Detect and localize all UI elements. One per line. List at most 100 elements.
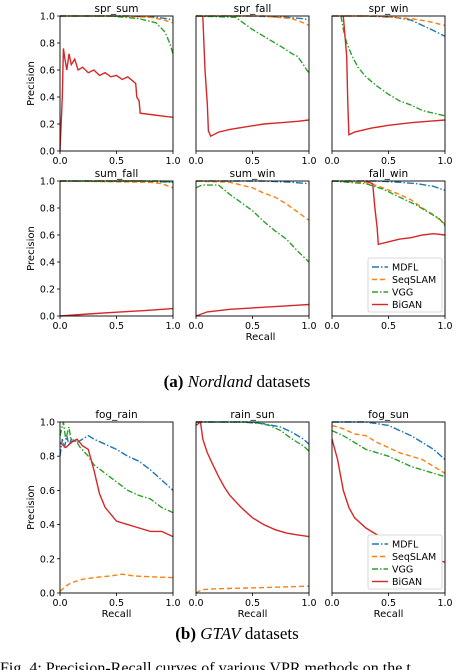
y-tick-label: 0.2 <box>40 285 55 296</box>
x-tick-label: 1.0 <box>165 321 180 332</box>
y-tick-label: 0.0 <box>40 312 55 323</box>
legend-label-vgg: VGG <box>392 565 413 576</box>
x-tick-label: 0.0 <box>52 321 67 332</box>
y-axis-label: Precision <box>26 226 37 271</box>
y-tick-label: 0.0 <box>40 589 55 600</box>
y-tick-label: 0.4 <box>40 520 55 531</box>
series-mdfl-rain_sun <box>196 421 310 445</box>
series-mdfl-sum_win <box>196 180 310 185</box>
x-tick-label: 0.5 <box>245 598 260 609</box>
x-tick-label: 0.0 <box>324 321 339 332</box>
x-tick-label: 0.5 <box>245 321 260 332</box>
legend-label-mdfl: MDFL <box>392 540 419 551</box>
x-tick-label: 0.0 <box>188 321 203 332</box>
plot-frame <box>195 180 310 317</box>
panel-spr_fall: spr_fall 0.0 0.5 1.0 <box>188 3 316 167</box>
plot-frame <box>195 15 310 152</box>
x-tick-label: 1.0 <box>165 156 180 167</box>
series-mdfl-fog_rain <box>59 434 174 491</box>
panel-title: spr_sum <box>94 3 138 15</box>
x-axis-label: Recall <box>102 609 132 620</box>
x-tick-label: 0.0 <box>324 598 339 609</box>
x-tick-label: 0.0 <box>188 598 203 609</box>
x-tick-label: 1.0 <box>437 321 452 332</box>
x-tick-label: 0.5 <box>245 156 260 167</box>
x-tick-label: 1.0 <box>437 598 452 609</box>
caption-a-suffix: datasets <box>256 372 311 391</box>
series-bigan-sum_fall <box>59 307 174 317</box>
y-tick-label: 0.0 <box>40 147 55 158</box>
caption-b-label: (b) <box>175 624 197 643</box>
x-tick-label: 0.0 <box>52 156 67 167</box>
series-bigan-rain_sun <box>195 420 310 538</box>
series-bigan-spr_fall <box>202 15 310 138</box>
panel-title: fog_rain <box>95 409 137 421</box>
panel-sum_fall: sum_fall 0.0 0.5 1.0 0.0 0.2 0.4 0.6 0.8 1.0 Preci… <box>26 168 181 332</box>
y-tick-label: 1.0 <box>40 12 55 23</box>
legend-label-bigan: BiGAN <box>392 577 422 588</box>
series-vgg-rain_sun <box>196 421 310 452</box>
legend-label-seqslam: SeqSLAM <box>392 275 436 286</box>
caption-a-label: (a) <box>163 372 184 391</box>
series-bigan-sum_win <box>195 303 310 317</box>
y-tick-label: 0.2 <box>40 554 55 565</box>
series-seqslam-spr_sum <box>60 15 174 24</box>
panel-title: fall_win <box>369 168 408 180</box>
series-seqslam-spr_fall <box>196 15 310 27</box>
x-axis-label: Recall <box>374 609 404 620</box>
y-axis-label: Precision <box>26 61 37 106</box>
y-tick-label: 0.6 <box>40 231 55 242</box>
panel-title: sum_win <box>230 168 276 180</box>
x-tick-label: 1.0 <box>301 156 316 167</box>
caption-a-dataset: Nordland <box>187 372 253 391</box>
legend-box <box>367 257 443 313</box>
panel-sum_win: sum_win 0.0 0.5 1.0 <box>188 168 316 332</box>
caption-b-dataset: GTAV <box>200 624 241 643</box>
panel-spr_win: spr_win 0.0 0.5 1.0 <box>324 3 452 167</box>
panel-fog_rain: fog_rain 0.0 0.5 1.0 0.0 0.2 0.4 0.6 0.8 1.0 Preci… <box>26 409 181 620</box>
y-tick-label: 0.2 <box>40 120 55 131</box>
series-vgg-fall_win <box>331 180 446 227</box>
panel-title: rain_sun <box>230 409 274 421</box>
y-axis-label: Precision <box>26 485 37 530</box>
series-bigan-spr_win <box>342 15 446 136</box>
series-bigan-fog_rain <box>59 438 174 538</box>
x-axis-label: Recall <box>238 609 268 620</box>
x-tick-label: 0.0 <box>324 156 339 167</box>
series-vgg-sum_win <box>195 184 310 263</box>
series-seqslam-fog_sun <box>331 424 446 474</box>
series-seqslam-sum_win <box>195 180 310 221</box>
series-vgg-spr_fall <box>195 15 310 74</box>
x-axis-label-a: Recall <box>246 332 276 343</box>
plot-frame <box>59 15 174 152</box>
y-tick-label: 0.8 <box>40 452 55 463</box>
caption-b: (b) GTAV datasets <box>0 624 474 644</box>
series-seqslam-fog_rain <box>59 573 174 592</box>
y-tick-label: 0.8 <box>40 39 55 50</box>
series-mdfl-fog_sun <box>332 421 446 461</box>
x-tick-label: 0.0 <box>188 156 203 167</box>
panel-title: fog_sun <box>368 409 409 421</box>
series-seqslam-rain_sun <box>195 585 310 594</box>
x-tick-label: 0.5 <box>109 321 124 332</box>
legend-box <box>367 534 443 590</box>
caption-a: (a) Nordland datasets <box>0 372 474 392</box>
panel-title: spr_win <box>369 3 409 15</box>
series-vgg-spr_sum <box>60 15 174 55</box>
x-tick-label: 0.5 <box>109 156 124 167</box>
caption-b-suffix: datasets <box>244 624 299 643</box>
y-tick-label: 0.6 <box>40 66 55 77</box>
y-tick-label: 0.4 <box>40 93 55 104</box>
x-tick-label: 0.5 <box>109 598 124 609</box>
x-tick-label: 1.0 <box>165 598 180 609</box>
x-tick-label: 0.5 <box>381 321 396 332</box>
series-seqslam-spr_win <box>332 15 446 27</box>
x-tick-label: 1.0 <box>437 156 452 167</box>
series-bigan-spr_sum <box>59 48 174 152</box>
panel-title: sum_fall <box>95 168 139 180</box>
series-bigan-fall_win <box>365 180 446 246</box>
x-tick-label: 1.0 <box>301 598 316 609</box>
